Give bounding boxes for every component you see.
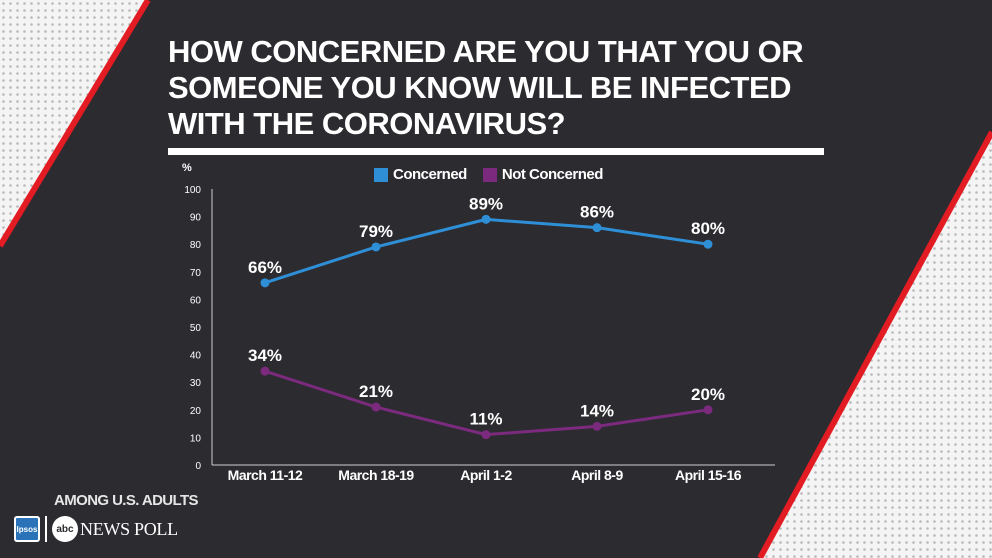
y-tick-label: 90 [190, 213, 202, 224]
data-label: 11% [469, 410, 502, 429]
y-axis-label: % [182, 162, 192, 174]
red-stripe-right [757, 130, 992, 558]
data-label: 20% [691, 385, 725, 404]
data-label: 79% [359, 222, 393, 241]
data-point [592, 421, 602, 431]
y-tick-label: 70 [190, 268, 202, 279]
legend-item-concerned: Concerned [374, 166, 467, 183]
data-label: 80% [691, 219, 725, 238]
abc-logo: abc [52, 516, 78, 542]
data-label: 89% [469, 194, 503, 213]
x-tick-label: March 11-12 [228, 467, 303, 483]
data-label: 86% [580, 203, 614, 222]
data-point [371, 402, 381, 412]
y-tick-label: 80 [190, 240, 202, 251]
x-tick-label: March 18-19 [338, 467, 414, 483]
y-tick-label: 30 [190, 378, 202, 389]
footer-note: AMONG U.S. ADULTS [54, 492, 199, 509]
news-poll-label: NEWS POLL [80, 518, 178, 539]
data-point [260, 366, 270, 376]
red-stripe-left [0, 0, 151, 248]
y-tick-label: 60 [190, 295, 202, 306]
data-label: 34% [248, 346, 282, 365]
title-line-2: SOMEONE YOU KNOW WILL BE INFECTED [168, 70, 792, 105]
legend-item-not-concerned: Not Concerned [482, 166, 604, 183]
ipsos-logo: Ipsos [14, 516, 40, 542]
logo-divider [45, 516, 47, 542]
data-point [371, 242, 381, 252]
title-line-1: HOW CONCERNED ARE YOU THAT YOU OR [168, 34, 804, 69]
y-tick-label: 50 [190, 323, 202, 334]
title-rule [168, 148, 824, 155]
data-point [481, 214, 491, 224]
legend-label-concerned: Concerned [393, 166, 467, 183]
footer-logos: Ipsos abc NEWS POLL [14, 516, 178, 542]
legend-label-not-concerned: Not Concerned [501, 166, 604, 183]
data-label: 14% [580, 401, 614, 420]
series-line-concerned [264, 217, 709, 285]
x-tick-label: April 1-2 [460, 467, 512, 483]
data-point [703, 239, 713, 249]
y-tick-label: 10 [190, 433, 202, 444]
data-point [260, 278, 270, 288]
chart-title: HOW CONCERNED ARE YOU THAT YOU OR SOMEON… [168, 34, 828, 142]
y-tick-label: 100 [184, 185, 201, 196]
y-tick-label: 20 [190, 406, 202, 417]
title-line-3: WITH THE CORONAVIRUS? [168, 106, 566, 141]
x-tick-label: April 15-16 [675, 467, 742, 483]
data-point [703, 405, 713, 415]
legend-swatch-concerned [374, 167, 388, 182]
data-point [481, 430, 491, 440]
legend-swatch-not-concerned [482, 167, 497, 182]
x-tick-label: April 8-9 [571, 467, 623, 483]
data-point [592, 223, 602, 233]
y-tick-label: 40 [190, 351, 202, 362]
legend: Concerned Not Concerned [374, 166, 603, 183]
y-tick-label: 0 [195, 461, 201, 472]
data-label: 21% [359, 382, 393, 401]
data-label: 66% [248, 258, 282, 277]
